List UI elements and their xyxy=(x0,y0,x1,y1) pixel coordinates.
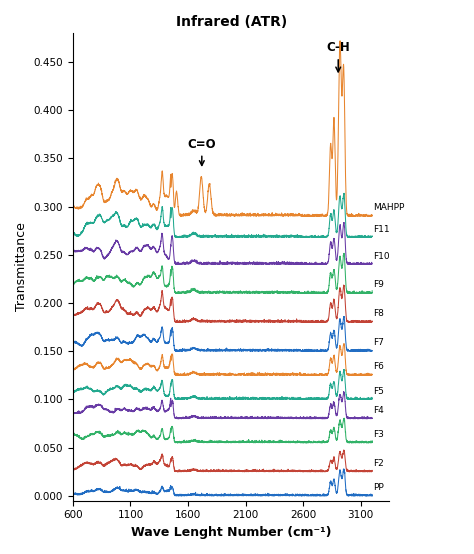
Text: F4: F4 xyxy=(374,406,384,415)
Text: F5: F5 xyxy=(374,387,384,396)
Text: F11: F11 xyxy=(374,224,390,234)
Text: F7: F7 xyxy=(374,338,384,347)
Text: F6: F6 xyxy=(374,362,384,372)
Text: MAHPP: MAHPP xyxy=(374,203,405,212)
X-axis label: Wave Lenght Number (cm⁻¹): Wave Lenght Number (cm⁻¹) xyxy=(131,526,331,539)
Text: PP: PP xyxy=(374,483,384,492)
Text: C-H: C-H xyxy=(326,41,350,72)
Text: F9: F9 xyxy=(374,280,384,290)
Text: F2: F2 xyxy=(374,459,384,468)
Text: F3: F3 xyxy=(374,430,384,439)
Title: Infrared (ATR): Infrared (ATR) xyxy=(175,15,287,29)
Y-axis label: Transmittance: Transmittance xyxy=(15,222,28,311)
Text: F8: F8 xyxy=(374,310,384,319)
Text: F10: F10 xyxy=(374,252,390,260)
Text: C=O: C=O xyxy=(188,137,216,166)
